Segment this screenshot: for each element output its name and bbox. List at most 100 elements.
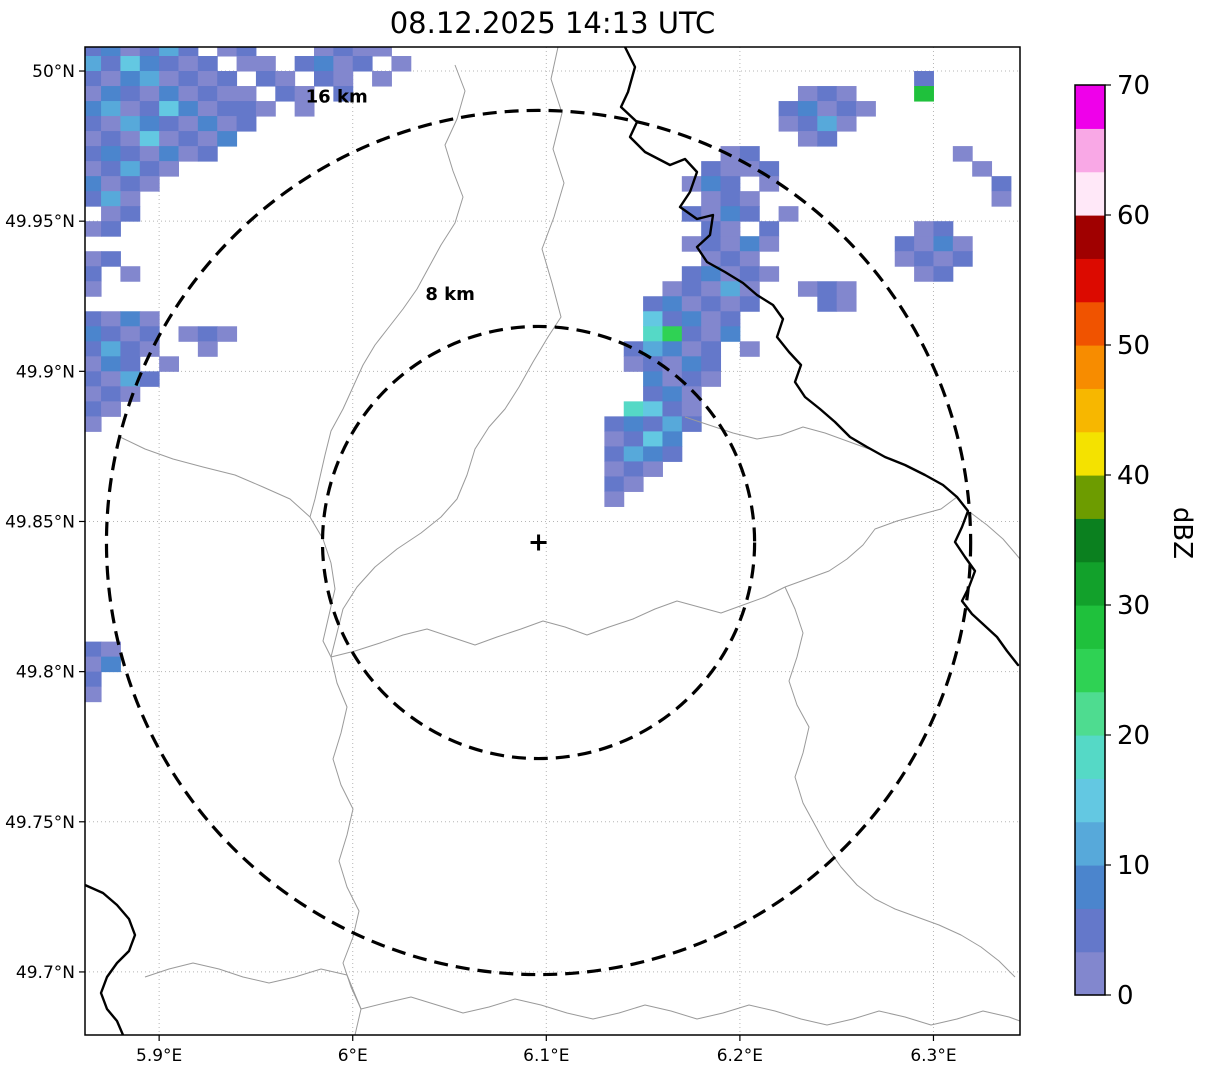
- x-tick-label: 5.9°E: [136, 1046, 182, 1066]
- radar-cell: [159, 56, 179, 72]
- radar-cell: [681, 416, 702, 432]
- radar-cell: [739, 266, 760, 282]
- radar-cell: [255, 56, 276, 72]
- radar-cell: [333, 86, 354, 102]
- radar-cell: [914, 236, 934, 252]
- colorbar-tick-label: 10: [1117, 851, 1150, 881]
- radar-cell: [159, 131, 179, 147]
- y-tick-label: 49.7°N: [16, 963, 75, 983]
- radar-cell: [85, 251, 102, 267]
- radar-cell: [120, 146, 141, 162]
- colorbar-segment: [1075, 735, 1105, 779]
- radar-cell: [217, 86, 238, 102]
- radar-cell: [662, 401, 683, 417]
- radar-cell: [797, 281, 818, 297]
- radar-cell: [759, 221, 780, 237]
- radar-cell: [101, 311, 121, 327]
- y-tick-label: 49.95°N: [5, 212, 75, 232]
- radar-cell: [85, 341, 102, 357]
- radar-cell: [739, 161, 760, 177]
- radar-cell: [952, 236, 973, 252]
- radar-cell: [85, 56, 102, 72]
- radar-cell: [236, 56, 257, 72]
- radar-cell: [701, 341, 722, 357]
- radar-cell: [294, 86, 315, 102]
- radar-cell: [85, 146, 102, 162]
- radar-cell: [817, 116, 838, 132]
- radar-cell: [836, 296, 857, 312]
- radar-cell: [101, 131, 121, 147]
- radar-cell: [197, 71, 218, 87]
- radar-cell: [836, 116, 857, 132]
- radar-cell: [85, 266, 102, 282]
- radar-cell: [314, 71, 334, 87]
- radar-cell: [85, 356, 102, 372]
- radar-cell: [720, 296, 741, 312]
- colorbar-tick-label: 60: [1117, 201, 1150, 231]
- radar-cell: [391, 56, 412, 72]
- center-marker: [530, 534, 547, 551]
- radar-cell: [681, 281, 702, 297]
- radar-cell: [797, 101, 818, 117]
- radar-cell: [120, 356, 141, 372]
- admin-boundary: [784, 496, 958, 588]
- radar-cell: [759, 176, 780, 192]
- radar-cell: [101, 341, 121, 357]
- radar-cell: [85, 371, 102, 387]
- radar-cell: [662, 341, 683, 357]
- radar-cell: [101, 356, 121, 372]
- radar-cell: [701, 236, 722, 252]
- admin-boundary: [970, 512, 1020, 560]
- radar-cell: [701, 191, 722, 207]
- admin-boundary: [309, 64, 466, 518]
- radar-cell: [681, 341, 702, 357]
- radar-cell: [275, 86, 296, 102]
- radar-cell: [933, 236, 954, 252]
- radar-cell: [681, 401, 702, 417]
- radar-cell: [85, 671, 102, 688]
- colorbar-segment: [1075, 951, 1105, 996]
- radar-cell: [275, 71, 296, 87]
- radar-cell: [101, 56, 121, 72]
- colorbar-segment: [1075, 691, 1105, 736]
- radar-cell: [836, 101, 857, 117]
- radar-cell: [604, 491, 625, 507]
- range-ring-label: 8 km: [425, 284, 475, 305]
- radar-cell: [178, 47, 199, 57]
- radar-cell: [797, 131, 818, 147]
- colorbar-segment: [1075, 648, 1105, 693]
- radar-cell: [217, 326, 238, 342]
- radar-cell: [836, 86, 857, 102]
- radar-cell: [720, 191, 741, 207]
- colorbar-frame: [1074, 84, 1106, 996]
- radar-cell: [314, 56, 334, 72]
- radar-cell: [101, 206, 121, 222]
- map-layers: 8 km 16 km: [85, 47, 1020, 1035]
- colorbar-segment: [1075, 821, 1105, 866]
- radar-cell: [101, 641, 121, 658]
- radar-cell: [623, 446, 644, 462]
- admin-boundary: [684, 416, 870, 450]
- radar-cell: [85, 686, 102, 703]
- radar-cell: [178, 326, 199, 342]
- radar-cell: [101, 191, 121, 207]
- radar-cell: [333, 71, 354, 87]
- radar-cell: [739, 296, 760, 312]
- radar-cell: [197, 56, 218, 72]
- radar-cell: [662, 446, 683, 462]
- radar-cell: [701, 311, 722, 327]
- radar-cell: [85, 281, 102, 297]
- radar-cell: [85, 116, 102, 132]
- radar-cell: [933, 266, 954, 282]
- radar-cell: [681, 296, 702, 312]
- plot-frame: [84, 46, 1021, 1036]
- radar-cell: [914, 266, 934, 282]
- radar-cell: [952, 251, 973, 267]
- radar-cell: [85, 221, 102, 237]
- radar-cell: [101, 146, 121, 162]
- radar-cell: [817, 281, 838, 297]
- radar-cell: [720, 221, 741, 237]
- radar-cell: [85, 416, 102, 432]
- radar-cell: [836, 281, 857, 297]
- radar-cell: [701, 251, 722, 267]
